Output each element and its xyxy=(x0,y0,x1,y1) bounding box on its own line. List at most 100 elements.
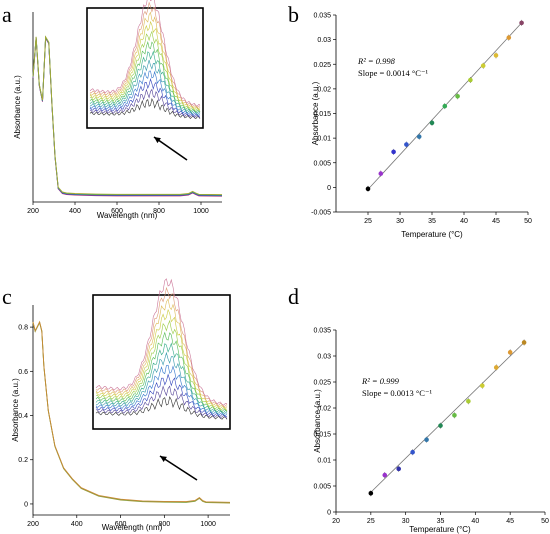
x-tick-label: 800 xyxy=(158,521,170,528)
x-tick-label: 200 xyxy=(27,521,39,528)
y-tick-label: 0.01 xyxy=(317,458,331,465)
panel-letter-a: a xyxy=(2,2,12,27)
x-axis-title: Wavelength (nm) xyxy=(97,211,158,220)
y-tick-label: 0.4 xyxy=(18,413,28,420)
y-tick-label: 0.025 xyxy=(313,62,331,69)
x-tick-label: 50 xyxy=(524,218,532,225)
x-tick-label: 45 xyxy=(506,518,514,525)
panel-b-scatter-chart: 25 30 35 40 45 50 -0.005 0 0.005 0.01 0.015 0.02 0.0… xyxy=(311,13,532,240)
data-point xyxy=(429,120,435,126)
inset-arrow-head xyxy=(154,137,161,144)
x-tick-label: 30 xyxy=(396,218,404,225)
spectrum-line xyxy=(32,320,231,503)
y-tick-label: 0.015 xyxy=(313,111,331,118)
x-tick-label: 50 xyxy=(541,518,549,525)
x-tick-label: 35 xyxy=(428,218,436,225)
y-tick-label: 0.035 xyxy=(313,328,331,335)
x-tick-label: 1000 xyxy=(200,521,216,528)
data-point xyxy=(452,412,457,418)
y-tick-label: 0.005 xyxy=(313,160,331,167)
inset-curve xyxy=(95,286,228,408)
x-tick-label: 200 xyxy=(27,208,39,215)
x-axis-title: Wavelength (nm) xyxy=(102,523,163,532)
r-squared-label: R² = 0.998 xyxy=(357,56,396,66)
y-tick-label: 0.03 xyxy=(317,37,331,44)
y-tick-label: 0.03 xyxy=(317,354,331,361)
inset-curve xyxy=(89,70,201,116)
y-tick-label: 0.6 xyxy=(18,369,28,376)
data-point xyxy=(480,63,486,69)
inset-curve xyxy=(95,364,228,416)
inset-curve xyxy=(95,342,228,413)
data-point xyxy=(506,35,512,40)
x-tick-label: 800 xyxy=(153,208,165,215)
inset-curve xyxy=(89,98,201,119)
x-tick-label: 35 xyxy=(437,518,445,525)
r-squared-label: R² = 0.999 xyxy=(361,376,400,386)
inset-curve xyxy=(89,20,201,111)
inset-curve xyxy=(95,373,228,418)
data-point xyxy=(424,437,429,443)
x-tick-label: 400 xyxy=(71,521,83,528)
x-axis-title: Temperature (°C) xyxy=(409,525,471,534)
x-tick-label: 40 xyxy=(460,218,468,225)
y-tick-label: 0.01 xyxy=(317,136,331,143)
inset-curve xyxy=(89,1,201,108)
inset-curve xyxy=(89,40,201,113)
inset-arrow-shaft xyxy=(159,455,198,481)
data-point xyxy=(410,449,415,455)
slope-label: Slope = 0.0013 °C⁻¹ xyxy=(362,388,432,398)
inset-curve xyxy=(95,396,228,420)
inset-curve xyxy=(89,88,201,119)
x-tick-label: 400 xyxy=(69,208,81,215)
y-axis-title: Absorbance (a.u.) xyxy=(11,378,20,442)
data-point xyxy=(391,149,396,155)
inset-arrow-head xyxy=(160,456,167,462)
panel-letter-b: b xyxy=(288,2,299,27)
y-axis-title: Absorbance (a.u.) xyxy=(311,81,320,145)
x-tick-label: 25 xyxy=(364,218,372,225)
x-tick-label: 45 xyxy=(492,218,500,225)
y-tick-label: 0 xyxy=(24,501,28,508)
y-tick-label: 0.02 xyxy=(317,86,331,93)
x-tick-label: 600 xyxy=(111,208,123,215)
inset-curve xyxy=(95,308,228,410)
data-point xyxy=(378,171,384,176)
data-point xyxy=(480,383,485,388)
spectrum-line xyxy=(32,35,223,196)
y-tick-label: 0.015 xyxy=(313,432,331,439)
y-tick-label: 0.025 xyxy=(313,380,331,387)
data-point xyxy=(404,142,409,147)
x-tick-label: 20 xyxy=(332,518,340,525)
x-tick-label: 25 xyxy=(367,518,375,525)
y-tick-label: -0.005 xyxy=(311,210,331,217)
data-point xyxy=(396,466,402,472)
x-tick-label: 30 xyxy=(402,518,410,525)
inset-arrow-shaft xyxy=(153,136,188,161)
inset-curve xyxy=(89,59,201,115)
y-tick-label: 0 xyxy=(327,510,331,517)
inset-curve xyxy=(95,298,228,409)
y-axis-title: Absorbance (a.u.) xyxy=(13,75,22,139)
data-point xyxy=(416,134,422,139)
slope-label: Slope = 0.0014 °C⁻¹ xyxy=(358,68,428,78)
x-tick-label: 40 xyxy=(471,518,479,525)
y-tick-label: 0.02 xyxy=(317,406,331,413)
data-point xyxy=(442,103,448,109)
inset-curve xyxy=(95,278,228,406)
data-point xyxy=(493,53,499,58)
x-axis-title: Temperature (°C) xyxy=(401,230,463,239)
inset-curve xyxy=(89,30,201,112)
inset-curve xyxy=(95,331,228,413)
panel-a-spectrum-chart: 200 400 600 800 1000 Wavelength (nm) Absorbanc… xyxy=(13,0,223,220)
data-point xyxy=(368,490,374,496)
inset-curve xyxy=(95,351,228,415)
y-tick-label: 0.035 xyxy=(313,13,331,20)
data-point xyxy=(365,186,371,192)
fit-line xyxy=(370,342,525,493)
data-point xyxy=(455,93,460,99)
data-point xyxy=(466,398,471,404)
panel-c-spectrum-chart: 200 400 600 800 1000 0 0.2 0.4 0.6 0.8 Wavelength … xyxy=(11,278,231,532)
y-tick-label: 0.005 xyxy=(313,484,331,491)
